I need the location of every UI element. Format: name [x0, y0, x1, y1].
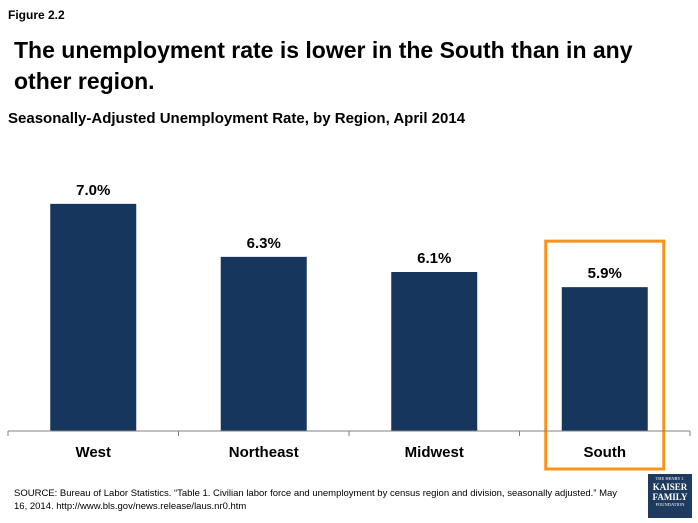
bar-south [561, 287, 648, 431]
x-tick-label-northeast: Northeast [229, 444, 299, 461]
headline: The unemployment rate is lower in the So… [14, 37, 633, 94]
bar-west [50, 203, 137, 431]
highlight-box-south [544, 239, 666, 471]
logo-line3: FAMILY [652, 492, 688, 502]
bar-midwest [391, 272, 478, 431]
x-tick-label-midwest: Midwest [405, 444, 464, 461]
bar-northeast [220, 256, 307, 431]
kaiser-logo: THE HENRY J. KAISER FAMILY FOUNDATION [648, 474, 692, 518]
logo-line2: KAISER [652, 482, 688, 492]
x-tick-label-west: West [75, 444, 111, 461]
data-label-west: 7.0% [76, 182, 110, 199]
logo-line1: THE HENRY J. [655, 476, 685, 481]
bar-chart: 7.0% West 6.3% Northeast 6.1% Midwest 5.9% Sout… [7, 182, 691, 471]
figure-label: Figure 2.2 [8, 8, 65, 22]
data-label-south: 5.9% [588, 265, 622, 282]
data-label-midwest: 6.1% [417, 250, 451, 267]
x-tick-label-south: South [584, 444, 627, 461]
logo-line4: FOUNDATION [655, 502, 685, 507]
data-label-northeast: 6.3% [247, 235, 281, 252]
chart-title: Seasonally-Adjusted Unemployment Rate, b… [8, 110, 466, 127]
source-note: SOURCE: Bureau of Labor Statistics. “Tab… [14, 488, 618, 512]
